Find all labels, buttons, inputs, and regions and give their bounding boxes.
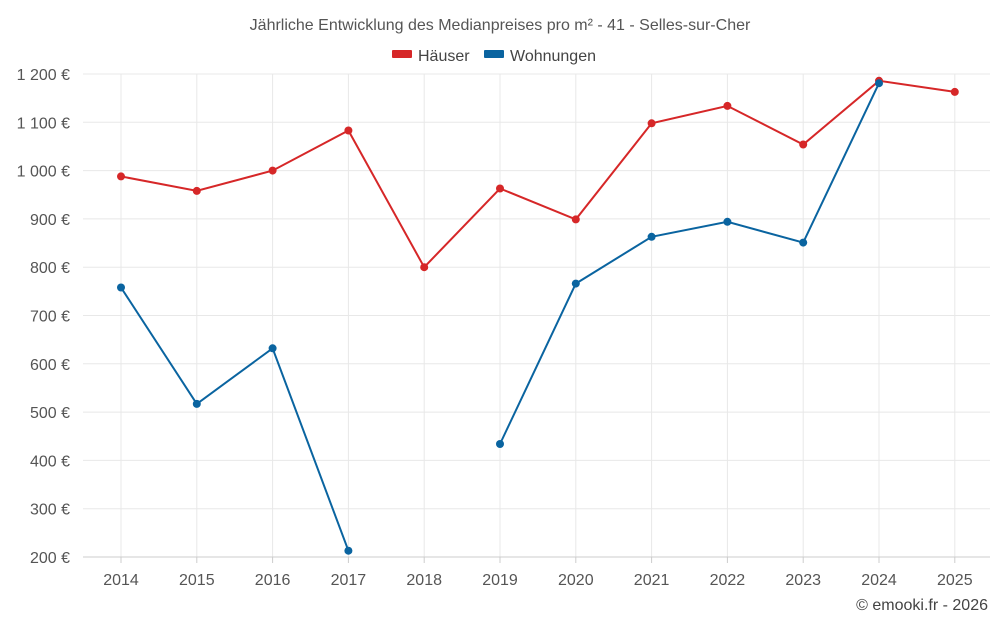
- data-point-wohnungen[interactable]: [192, 399, 201, 408]
- x-tick-label: 2014: [103, 572, 139, 589]
- data-point-hauser[interactable]: [420, 263, 429, 272]
- grid: [83, 73, 990, 557]
- series-line-hauser: [120, 79, 955, 269]
- legend-label-hauser[interactable]: Häuser: [418, 48, 470, 65]
- y-tick-label: 200 €: [30, 550, 70, 567]
- y-tick-label: 500 €: [30, 405, 70, 422]
- x-tick-label: 2015: [179, 572, 215, 589]
- legend-swatch-wohnungen[interactable]: [484, 50, 504, 58]
- y-tick-label: 1 000 €: [17, 164, 70, 181]
- x-tick-label: 2017: [331, 572, 367, 589]
- data-point-hauser[interactable]: [496, 184, 504, 193]
- data-point-wohnungen[interactable]: [875, 79, 883, 88]
- y-tick-label: 1 100 €: [17, 115, 70, 132]
- data-point-wohnungen[interactable]: [268, 344, 277, 353]
- data-point-hauser[interactable]: [723, 101, 732, 110]
- data-point-hauser[interactable]: [799, 140, 808, 149]
- data-point-hauser[interactable]: [344, 126, 353, 135]
- y-tick-label: 300 €: [30, 502, 70, 519]
- data-point-wohnungen[interactable]: [799, 238, 808, 247]
- y-tick-label: 1 200 €: [17, 67, 70, 84]
- data-point-hauser[interactable]: [571, 215, 580, 224]
- x-tick-label: 2021: [634, 572, 670, 589]
- data-point-wohnungen[interactable]: [571, 279, 580, 288]
- credit-text: © emooki.fr - 2026: [856, 597, 988, 614]
- data-point-wohnungen[interactable]: [647, 232, 656, 241]
- legend-swatch-hauser[interactable]: [392, 50, 412, 58]
- x-tick-label: 2019: [482, 572, 518, 589]
- x-tick-label: 2025: [937, 572, 973, 589]
- legend: Häuser Wohnungen: [392, 48, 596, 65]
- x-tick-label: 2024: [861, 572, 897, 589]
- legend-label-wohnungen[interactable]: Wohnungen: [510, 48, 596, 65]
- x-tick-label: 2016: [255, 572, 291, 589]
- x-tick-label: 2020: [558, 572, 594, 589]
- y-tick-label: 600 €: [30, 357, 70, 374]
- data-point-hauser[interactable]: [950, 87, 959, 96]
- series: [117, 76, 959, 555]
- data-point-hauser[interactable]: [192, 186, 201, 195]
- y-tick-label: 800 €: [30, 260, 70, 277]
- data-point-hauser[interactable]: [117, 172, 125, 181]
- chart-title: Jährliche Entwicklung des Medianpreises …: [250, 17, 751, 34]
- x-tick-label: 2023: [785, 572, 821, 589]
- y-tick-label: 900 €: [30, 212, 70, 229]
- axes: 200 € 300 € 400 € 500 € 600 € 700 € 800 € 900 €…: [17, 67, 990, 589]
- y-tick-label: 700 €: [30, 309, 70, 326]
- x-tick-label: 2022: [710, 572, 746, 589]
- series-line-wohnungen: [120, 286, 350, 552]
- x-tick-label: 2018: [406, 572, 442, 589]
- data-point-wohnungen[interactable]: [723, 217, 732, 226]
- data-point-hauser[interactable]: [647, 119, 656, 128]
- data-point-wohnungen[interactable]: [117, 283, 125, 292]
- data-point-wohnungen[interactable]: [496, 440, 504, 448]
- data-point-hauser[interactable]: [268, 166, 277, 175]
- data-point-wohnungen[interactable]: [344, 546, 353, 555]
- series-line-wohnungen: [499, 82, 880, 445]
- y-tick-label: 400 €: [30, 453, 70, 470]
